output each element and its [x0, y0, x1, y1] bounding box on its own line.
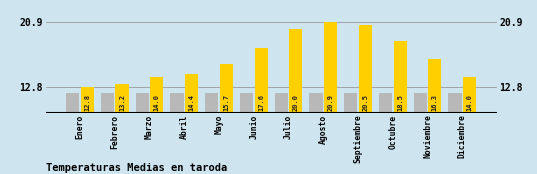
Bar: [150, 77, 163, 113]
Bar: [255, 48, 268, 113]
Bar: [359, 25, 372, 113]
Bar: [240, 93, 253, 113]
Text: 15.7: 15.7: [223, 94, 229, 111]
Bar: [205, 93, 219, 113]
Text: 14.0: 14.0: [467, 94, 473, 111]
Text: 16.3: 16.3: [432, 94, 438, 111]
Bar: [324, 22, 337, 113]
Bar: [170, 93, 184, 113]
Bar: [66, 93, 79, 113]
Bar: [274, 93, 288, 113]
Bar: [429, 59, 441, 113]
Bar: [463, 77, 476, 113]
Bar: [309, 93, 323, 113]
Text: 20.5: 20.5: [362, 94, 368, 111]
Text: 20.9: 20.9: [328, 94, 333, 111]
Bar: [289, 29, 302, 113]
Text: 13.2: 13.2: [119, 94, 125, 111]
Bar: [344, 93, 357, 113]
Text: 12.8: 12.8: [84, 94, 90, 111]
Bar: [81, 87, 94, 113]
Bar: [413, 93, 427, 113]
Text: 14.4: 14.4: [188, 94, 194, 111]
Bar: [220, 64, 233, 113]
Bar: [185, 74, 198, 113]
Text: 18.5: 18.5: [397, 94, 403, 111]
Bar: [115, 84, 129, 113]
Bar: [136, 93, 149, 113]
Text: 14.0: 14.0: [154, 94, 160, 111]
Bar: [394, 41, 407, 113]
Text: Temperaturas Medias en taroda: Temperaturas Medias en taroda: [46, 163, 227, 173]
Bar: [448, 93, 462, 113]
Text: 20.0: 20.0: [293, 94, 299, 111]
Bar: [101, 93, 114, 113]
Text: 17.6: 17.6: [258, 94, 264, 111]
Bar: [379, 93, 392, 113]
